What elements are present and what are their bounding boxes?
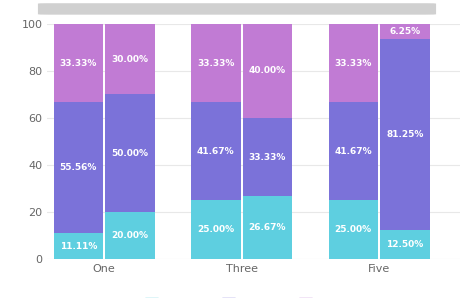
Bar (243, 24, 292, 118)
Text: 30.00%: 30.00% (111, 55, 148, 64)
Bar (328, 200, 378, 259)
Bar (105, 24, 155, 94)
Bar (191, 102, 240, 200)
Text: 50.00%: 50.00% (111, 149, 148, 158)
Text: 33.33%: 33.33% (335, 59, 372, 68)
Text: 25.00%: 25.00% (197, 225, 234, 234)
Text: 6.25%: 6.25% (389, 27, 420, 36)
Text: 81.25%: 81.25% (386, 130, 423, 139)
Text: 26.67%: 26.67% (248, 224, 286, 232)
Text: 40.00%: 40.00% (249, 66, 286, 75)
Text: 20.00%: 20.00% (111, 231, 148, 240)
Bar (380, 38, 429, 230)
Bar (243, 118, 292, 196)
Bar (105, 212, 155, 259)
Bar (105, 94, 155, 212)
Legend: Series 1, Series 2, Series 3: Series 1, Series 2, Series 3 (140, 293, 367, 298)
Text: 41.67%: 41.67% (335, 147, 372, 156)
Text: 33.33%: 33.33% (249, 153, 286, 162)
Bar (243, 196, 292, 259)
Text: 41.67%: 41.67% (197, 147, 235, 156)
Bar (328, 102, 378, 200)
Text: 11.11%: 11.11% (60, 242, 97, 251)
Text: 33.33%: 33.33% (197, 59, 235, 68)
Bar (191, 24, 240, 102)
Bar (54, 102, 103, 233)
Bar (54, 233, 103, 259)
Bar (54, 24, 103, 102)
Text: 55.56%: 55.56% (60, 163, 97, 172)
Bar (328, 24, 378, 102)
Text: 25.00%: 25.00% (335, 225, 372, 234)
Bar (380, 24, 429, 38)
Text: 12.50%: 12.50% (386, 240, 423, 249)
Bar (380, 230, 429, 259)
Bar (191, 200, 240, 259)
Text: 33.33%: 33.33% (60, 59, 97, 68)
FancyBboxPatch shape (38, 3, 436, 15)
